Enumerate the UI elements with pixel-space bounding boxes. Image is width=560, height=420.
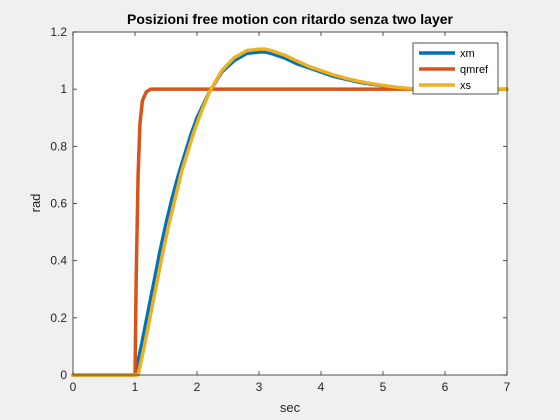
y-tick-label: 0.4 <box>50 254 67 268</box>
legend-label-xs: xs <box>460 80 472 92</box>
x-tick-label: 4 <box>318 380 325 394</box>
legend-label-xm: xm <box>460 48 475 60</box>
y-tick-label: 0.2 <box>50 311 67 325</box>
series-line-xs <box>71 47 509 377</box>
x-tick-label: 5 <box>380 380 387 394</box>
chart-title: Posizioni free motion con ritardo senza … <box>127 11 454 27</box>
y-tick-label: 0.6 <box>50 197 67 211</box>
x-tick-label: 0 <box>70 380 77 394</box>
x-tick-label: 6 <box>442 380 449 394</box>
plot-box <box>72 31 508 376</box>
x-tick-label: 7 <box>504 380 511 394</box>
y-tick-label: 0.8 <box>50 139 67 153</box>
y-tick-label: 1 <box>60 82 67 96</box>
legend[interactable]: xm qmref xs <box>412 42 499 95</box>
legend-label-qmref: qmref <box>460 64 489 76</box>
y-axis-label: rad <box>28 194 43 213</box>
series-layer <box>71 47 509 377</box>
y-tick-label: 0 <box>60 368 67 382</box>
series-line-qmref <box>71 87 509 377</box>
legend-items: xm qmref xs <box>419 48 489 92</box>
x-tick-label: 2 <box>194 380 201 394</box>
x-axis-label: sec <box>280 400 301 415</box>
x-tick-label: 3 <box>256 380 263 394</box>
y-tick-label: 1.2 <box>50 25 67 39</box>
x-axis-ticks: 0 1 2 3 4 5 6 7 <box>70 32 511 394</box>
x-tick-label: 1 <box>132 380 139 394</box>
